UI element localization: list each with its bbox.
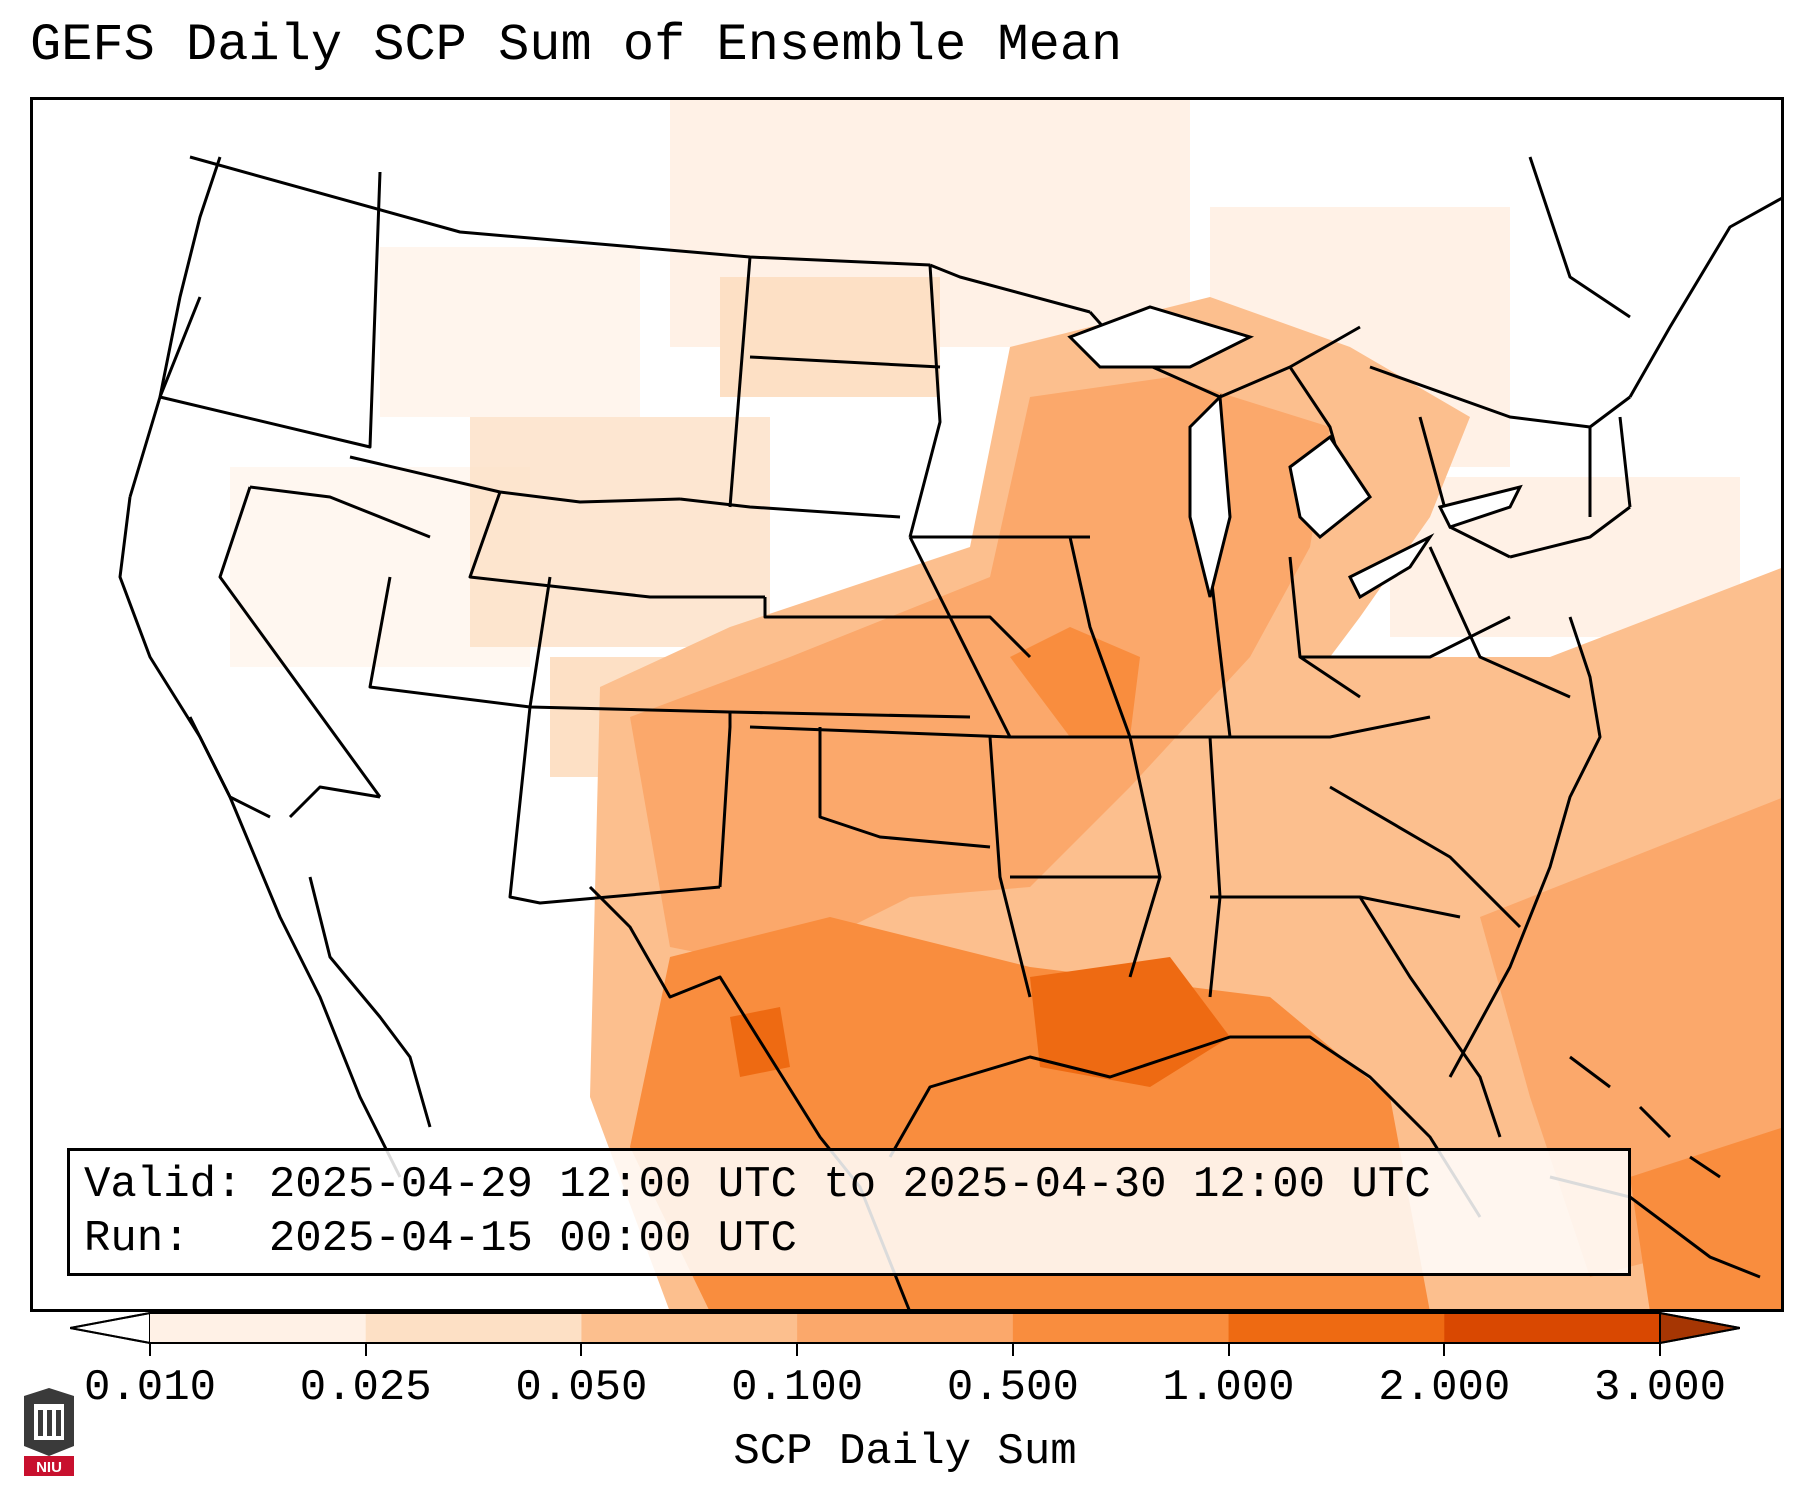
colorbar-segment	[797, 1313, 1014, 1343]
colorbar-segment	[1444, 1313, 1661, 1343]
colorbar-tick-mark	[1011, 1344, 1014, 1356]
colorbar-tick-label: 3.000	[1593, 1363, 1727, 1413]
colorbar-tick-mark	[1443, 1344, 1446, 1356]
info-box: Valid: 2025-04-29 12:00 UTC to 2025-04-3…	[67, 1148, 1631, 1276]
valid-label: Valid:	[84, 1160, 243, 1210]
colorbar-under-arrow	[70, 1312, 151, 1344]
lake-superior	[1067, 305, 1255, 369]
colorbar-outline	[70, 1312, 1740, 1344]
great-lakes	[1067, 305, 1523, 600]
colorbar-label: SCP Daily Sum	[733, 1427, 1077, 1477]
colorbar-segment	[581, 1313, 798, 1343]
colorbar-tick-mark	[1227, 1344, 1230, 1356]
university-logo-icon: NIU	[24, 1388, 74, 1476]
colorbar-tick-label: 2.000	[1378, 1363, 1511, 1413]
lake-ontario	[1437, 484, 1523, 529]
lake-michigan	[1188, 393, 1232, 598]
colorbar-tick-mark	[149, 1344, 151, 1356]
run-label: Run:	[84, 1214, 190, 1264]
colorbar	[70, 1312, 1740, 1344]
colorbar-segment	[1012, 1313, 1230, 1343]
lake-huron	[1288, 434, 1373, 540]
run-text: 2025-04-15 00:00 UTC	[268, 1214, 797, 1264]
colorbar-tick-mark	[1659, 1344, 1661, 1356]
us-canada-border	[189, 155, 931, 267]
map-title: GEFS Daily SCP Sum of Ensemble Mean	[30, 16, 1123, 75]
conus-map	[30, 97, 1784, 1312]
colorbar-tick-label: 0.500	[946, 1363, 1079, 1413]
colorbar-tick-mark	[364, 1344, 367, 1356]
lake-erie	[1347, 533, 1435, 600]
ca-or-border	[249, 485, 431, 539]
colorbar-tick-mark	[580, 1344, 583, 1356]
run-line: Run: 2025-04-15 00:00 UTC	[84, 1217, 797, 1261]
colorbar-segment	[1228, 1313, 1445, 1343]
colorbar-tick-label: 0.100	[731, 1363, 864, 1413]
valid-text: 2025-04-29 12:00 UTC to 2025-04-30 12:00…	[268, 1160, 1431, 1210]
colorbar-segment	[365, 1313, 582, 1343]
colorbar-tick-label: 0.025	[299, 1363, 432, 1413]
map-panel	[30, 97, 1784, 1312]
colorbar-tick-label: 0.050	[515, 1363, 648, 1413]
colorbar-over-arrow	[1659, 1312, 1740, 1344]
state-borders	[118, 155, 1784, 1138]
map-border	[30, 97, 1784, 1312]
colorbar-segment	[150, 1313, 367, 1343]
colorbar-tick-label: 0.010	[83, 1363, 217, 1413]
valid-line: Valid: 2025-04-29 12:00 UTC to 2025-04-3…	[84, 1163, 1431, 1207]
logo-text: NIU	[36, 1459, 62, 1476]
colorbar-tick-mark	[796, 1344, 799, 1356]
colorbar-tick-label: 1.000	[1162, 1363, 1295, 1413]
